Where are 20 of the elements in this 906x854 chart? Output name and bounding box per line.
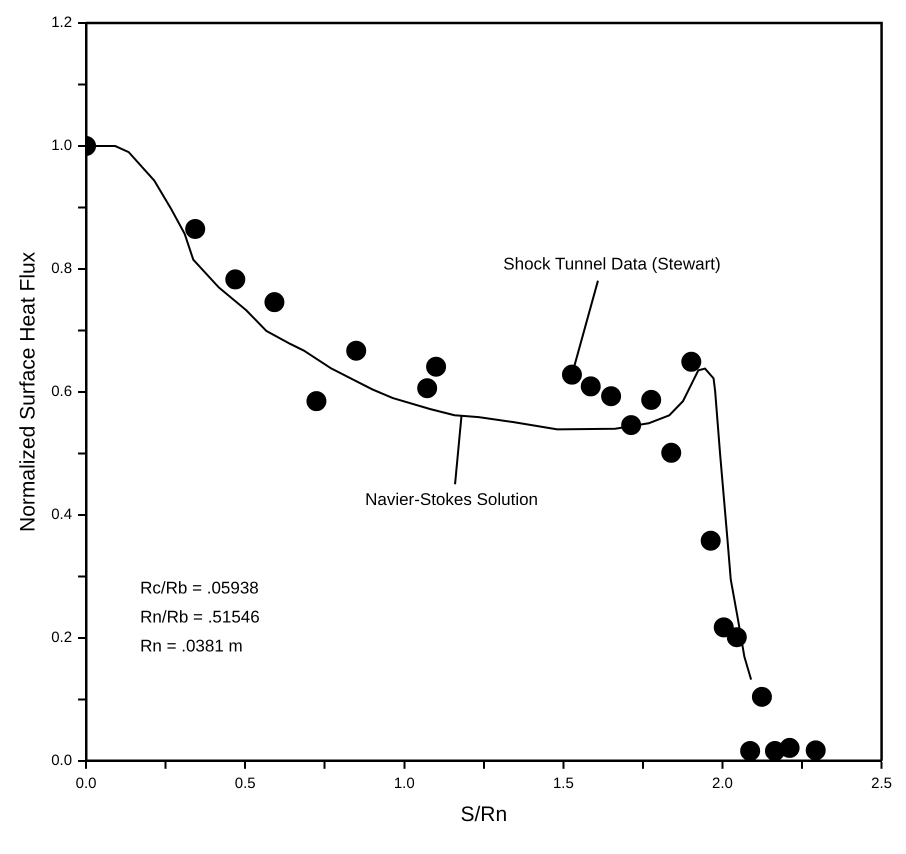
x-tick-label: 2.0 <box>712 774 733 792</box>
x-tick-label: 0.0 <box>76 774 96 792</box>
x-tick-label: 1.0 <box>394 774 415 792</box>
annotation: Shock Tunnel Data (Stewart) <box>503 254 721 274</box>
y-tick-label: 0.4 <box>51 506 72 524</box>
y-tick-label: 0.2 <box>51 628 72 646</box>
x-tick-label: 2.5 <box>871 774 892 792</box>
y-tick-label: 0.0 <box>51 752 72 769</box>
y-tick-label: 1.2 <box>51 14 72 32</box>
y-axis-title: Normalized Surface Heat Flux <box>16 251 40 532</box>
x-tick-label: 1.5 <box>552 774 574 792</box>
x-tick-label: 0.5 <box>234 774 256 792</box>
annotation: Rc/Rb = .05938 <box>140 578 259 598</box>
annotation: Rn = .0381 m <box>140 636 243 656</box>
y-tick-label: 0.8 <box>51 260 72 278</box>
x-axis-title: S/Rn <box>460 803 508 826</box>
y-tick-label: 1.0 <box>51 137 72 154</box>
annotation: Navier-Stokes Solution <box>365 490 538 509</box>
y-tick-label: 0.6 <box>51 383 72 400</box>
annotation: Rn/Rb = .51546 <box>140 607 260 626</box>
